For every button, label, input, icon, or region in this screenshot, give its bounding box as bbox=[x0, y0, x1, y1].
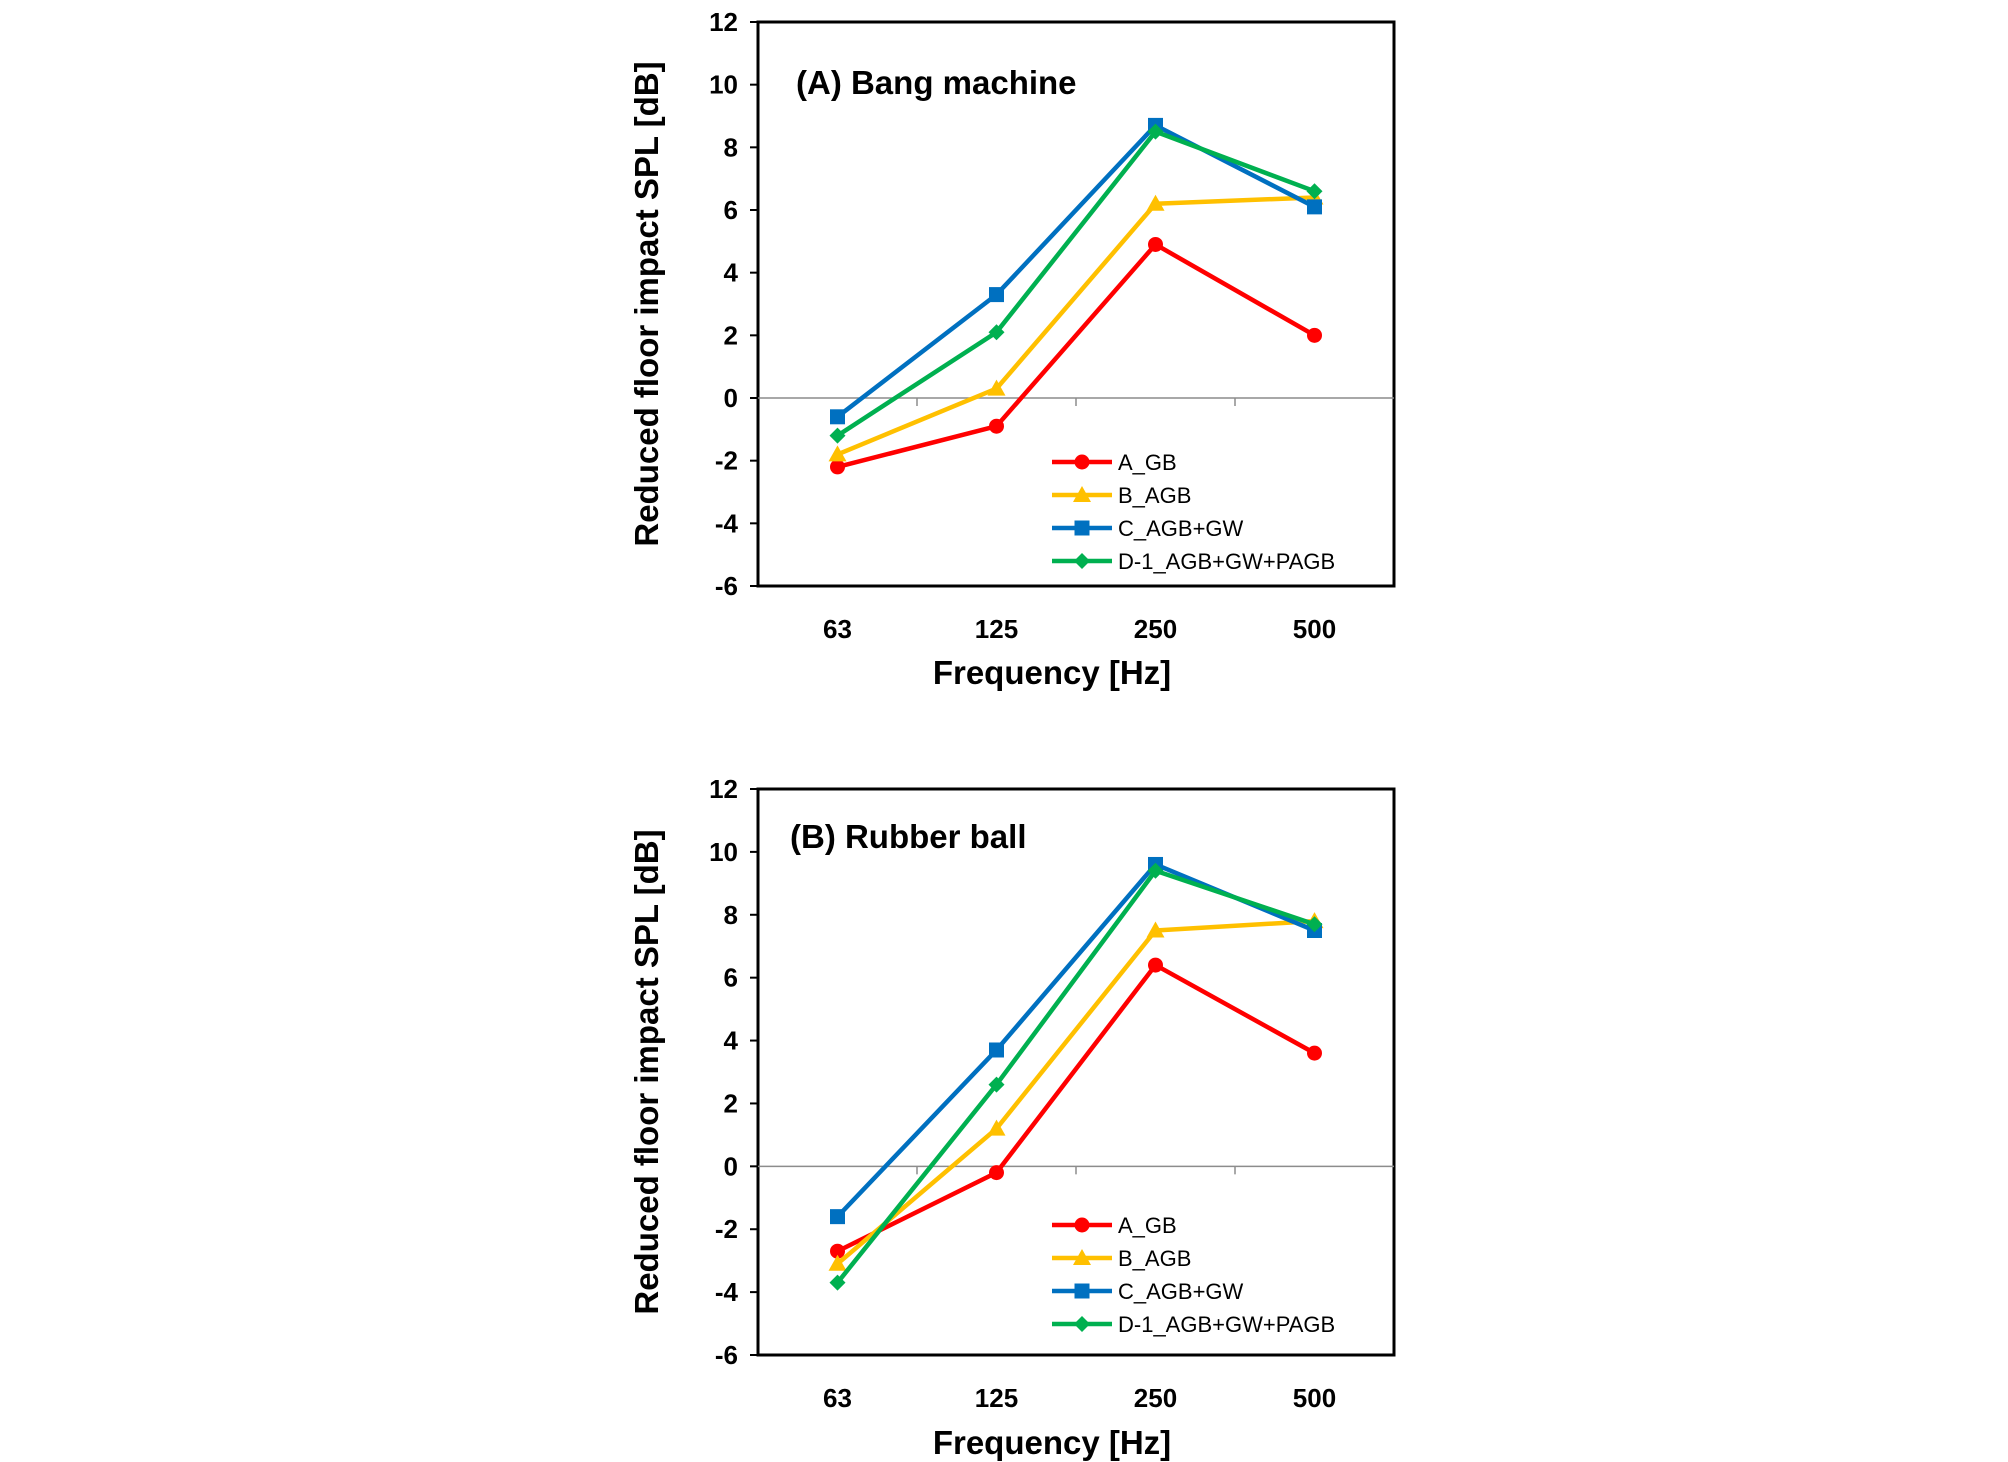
data-point bbox=[1306, 916, 1323, 933]
x-tick-label: 250 bbox=[1134, 1383, 1177, 1413]
plot-area-frame bbox=[756, 20, 1396, 588]
data-point bbox=[1307, 1045, 1322, 1061]
legend: A_GB B_AGB C_AGB+GW D-1_AGB+GW+PAGB bbox=[1052, 1213, 1335, 1337]
y-tick-label: -6 bbox=[715, 1340, 738, 1370]
y-tick-label: 8 bbox=[724, 132, 738, 162]
legend-marker bbox=[1074, 1316, 1090, 1332]
legend-label: C_AGB+GW bbox=[1118, 1279, 1244, 1304]
y-tick-label: 6 bbox=[724, 195, 738, 225]
y-tick-label: -2 bbox=[715, 1214, 738, 1244]
y-tick-label: -2 bbox=[715, 446, 738, 476]
legend-marker bbox=[1074, 454, 1090, 470]
chart-bang-machine: -6 -4 -2 0 2 4 6 8 10 12 63 125 250 500 Frequency [Hz]… bbox=[628, 7, 1396, 691]
data-point bbox=[989, 287, 1004, 303]
data-point bbox=[1146, 921, 1165, 938]
y-tick-label: -6 bbox=[715, 571, 738, 601]
legend-marker bbox=[1073, 1249, 1091, 1265]
data-point bbox=[988, 324, 1005, 341]
x-tick-label: 125 bbox=[975, 614, 1018, 644]
y-axis-title: Reduced floor impact SPL [dB] bbox=[628, 829, 665, 1314]
x-axis-title: Frequency [Hz] bbox=[933, 1424, 1171, 1461]
y-tick-label: 10 bbox=[709, 837, 738, 867]
series-line bbox=[836, 962, 1316, 1254]
data-point bbox=[830, 409, 845, 425]
y-tick-label: 4 bbox=[724, 1026, 739, 1056]
x-tick-label: 500 bbox=[1293, 1383, 1336, 1413]
data-point bbox=[830, 1243, 845, 1259]
x-tick-label: 63 bbox=[823, 1383, 852, 1413]
x-tick-label: 63 bbox=[823, 614, 852, 644]
data-point bbox=[1307, 327, 1322, 343]
legend-label: D-1_AGB+GW+PAGB bbox=[1118, 549, 1335, 574]
legend-marker bbox=[1074, 520, 1090, 536]
data-point bbox=[1148, 236, 1163, 252]
legend-label: B_AGB bbox=[1118, 483, 1191, 508]
y-tick-label: 12 bbox=[709, 7, 738, 37]
data-point bbox=[1147, 123, 1164, 140]
data-point bbox=[828, 1254, 847, 1271]
chart-title: (A) Bang machine bbox=[796, 64, 1077, 101]
series-line bbox=[836, 129, 1316, 438]
data-point bbox=[1148, 957, 1163, 973]
data-point bbox=[987, 379, 1006, 396]
series-line bbox=[836, 918, 1315, 1266]
series-D-1_AGB+GW+PAGB bbox=[829, 123, 1323, 444]
data-point bbox=[1307, 199, 1322, 215]
data-point bbox=[830, 1209, 845, 1225]
legend-marker bbox=[1073, 486, 1091, 502]
legend-marker bbox=[1074, 1283, 1090, 1299]
y-tick-label: 2 bbox=[724, 320, 738, 350]
legend-label: C_AGB+GW bbox=[1118, 516, 1244, 541]
data-point bbox=[988, 1076, 1005, 1093]
y-tick-label: -4 bbox=[715, 508, 739, 538]
y-tick-label: 4 bbox=[724, 258, 739, 288]
legend-label: B_AGB bbox=[1118, 1246, 1191, 1271]
data-point bbox=[828, 445, 847, 462]
data-point bbox=[829, 1274, 846, 1291]
series-C_AGB+GW bbox=[830, 117, 1322, 425]
data-point bbox=[1147, 862, 1164, 879]
data-point bbox=[989, 1165, 1004, 1181]
x-tick-label: 125 bbox=[975, 1383, 1018, 1413]
data-point bbox=[830, 459, 845, 475]
legend-label: A_GB bbox=[1118, 450, 1177, 475]
plot-area-frame bbox=[756, 787, 1396, 1357]
legend-marker bbox=[1074, 553, 1090, 569]
data-point bbox=[987, 1119, 1006, 1136]
legend-label: A_GB bbox=[1118, 1213, 1177, 1238]
legend: A_GB B_AGB C_AGB+GW D-1_AGB+GW+PAGB bbox=[1052, 450, 1335, 574]
series-line bbox=[836, 195, 1315, 457]
series-A_GB bbox=[830, 957, 1322, 1259]
y-tick-label: 12 bbox=[709, 774, 738, 804]
data-point bbox=[989, 418, 1004, 434]
series-A_GB bbox=[830, 236, 1322, 475]
y-tick-label: -4 bbox=[715, 1277, 739, 1307]
series-line bbox=[835, 868, 1316, 1285]
series-line bbox=[836, 242, 1316, 470]
x-tick-label: 500 bbox=[1293, 614, 1336, 644]
y-tick-label: 6 bbox=[724, 963, 738, 993]
series-D-1_AGB+GW+PAGB bbox=[829, 862, 1323, 1291]
y-axis-title: Reduced floor impact SPL [dB] bbox=[628, 61, 665, 546]
x-tick-label: 250 bbox=[1134, 614, 1177, 644]
data-point bbox=[829, 427, 846, 444]
series-line bbox=[835, 862, 1316, 1219]
data-point bbox=[1306, 183, 1323, 200]
y-tick-label: 0 bbox=[724, 383, 738, 413]
series-line bbox=[836, 123, 1316, 419]
x-axis-title: Frequency [Hz] bbox=[933, 654, 1171, 691]
data-point bbox=[989, 1042, 1004, 1058]
y-tick-label: 10 bbox=[709, 70, 738, 100]
legend-marker bbox=[1074, 1217, 1090, 1233]
legend-label: D-1_AGB+GW+PAGB bbox=[1118, 1312, 1335, 1337]
data-point bbox=[1146, 194, 1165, 211]
y-tick-label: 0 bbox=[724, 1151, 738, 1181]
chart-rubber-ball: -6 -4 -2 0 2 4 6 8 10 12 63 125 250 500 Frequency [Hz]… bbox=[628, 774, 1396, 1461]
chart-title: (B) Rubber ball bbox=[790, 818, 1027, 855]
y-tick-label: 2 bbox=[724, 1088, 738, 1118]
y-tick-label: 8 bbox=[724, 900, 738, 930]
